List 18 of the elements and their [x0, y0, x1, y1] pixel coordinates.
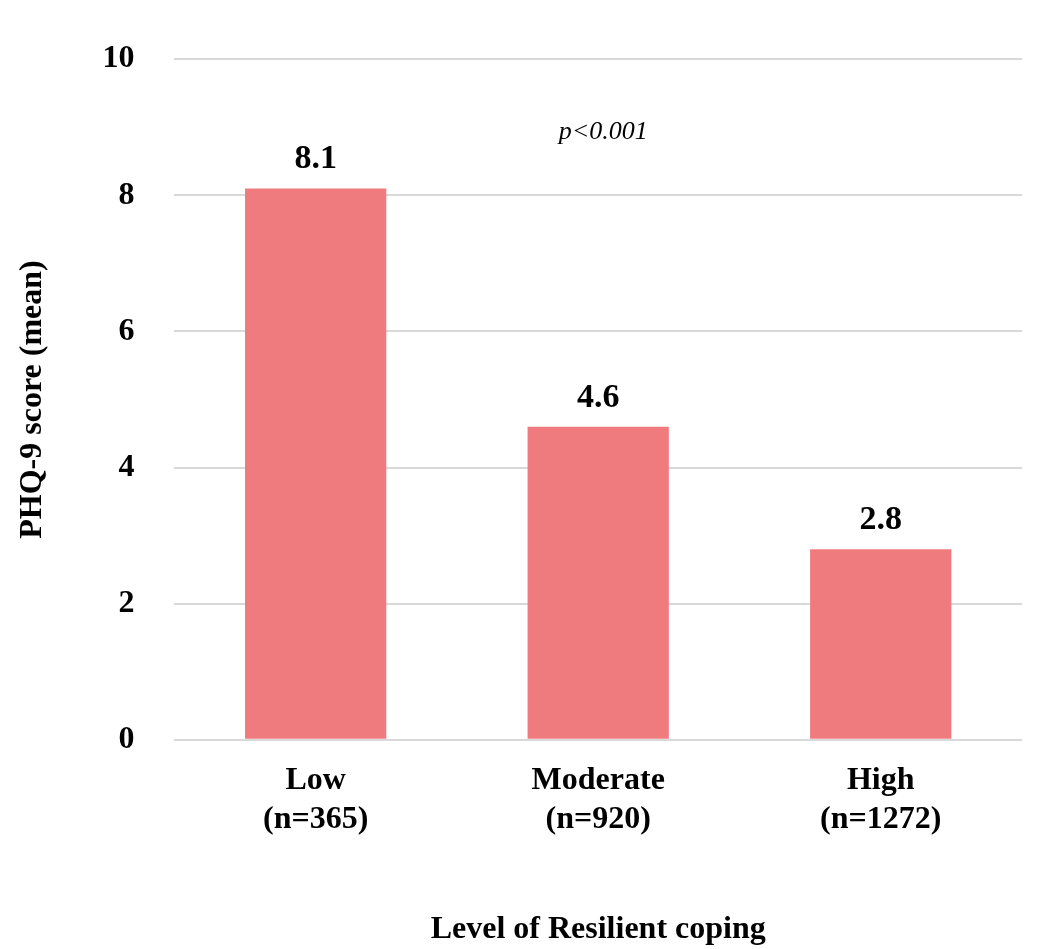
- y-tick-label: 10: [102, 38, 135, 75]
- y-tick-label: 8: [118, 174, 135, 211]
- bar: [245, 188, 387, 739]
- data-label: 4.6: [576, 376, 620, 414]
- bar: [810, 549, 952, 739]
- data-label: 8.1: [294, 138, 337, 176]
- annotation: p<0.001: [556, 116, 648, 146]
- bar: [527, 426, 669, 739]
- x-tick-label: High (n=1272): [820, 760, 942, 835]
- data-label: 2.8: [859, 499, 902, 537]
- x-axis-title: Level of Resilient coping: [430, 909, 766, 946]
- x-tick-label: Moderate (n=920): [531, 760, 665, 835]
- y-tick-label: 0: [118, 719, 135, 756]
- y-axis-title: PHQ-9 score (mean): [12, 260, 49, 539]
- y-tick-label: 4: [118, 446, 135, 483]
- x-tick-label: Low (n=365): [262, 760, 369, 835]
- y-tick-label: 2: [118, 582, 135, 619]
- y-tick-label: 6: [118, 310, 135, 347]
